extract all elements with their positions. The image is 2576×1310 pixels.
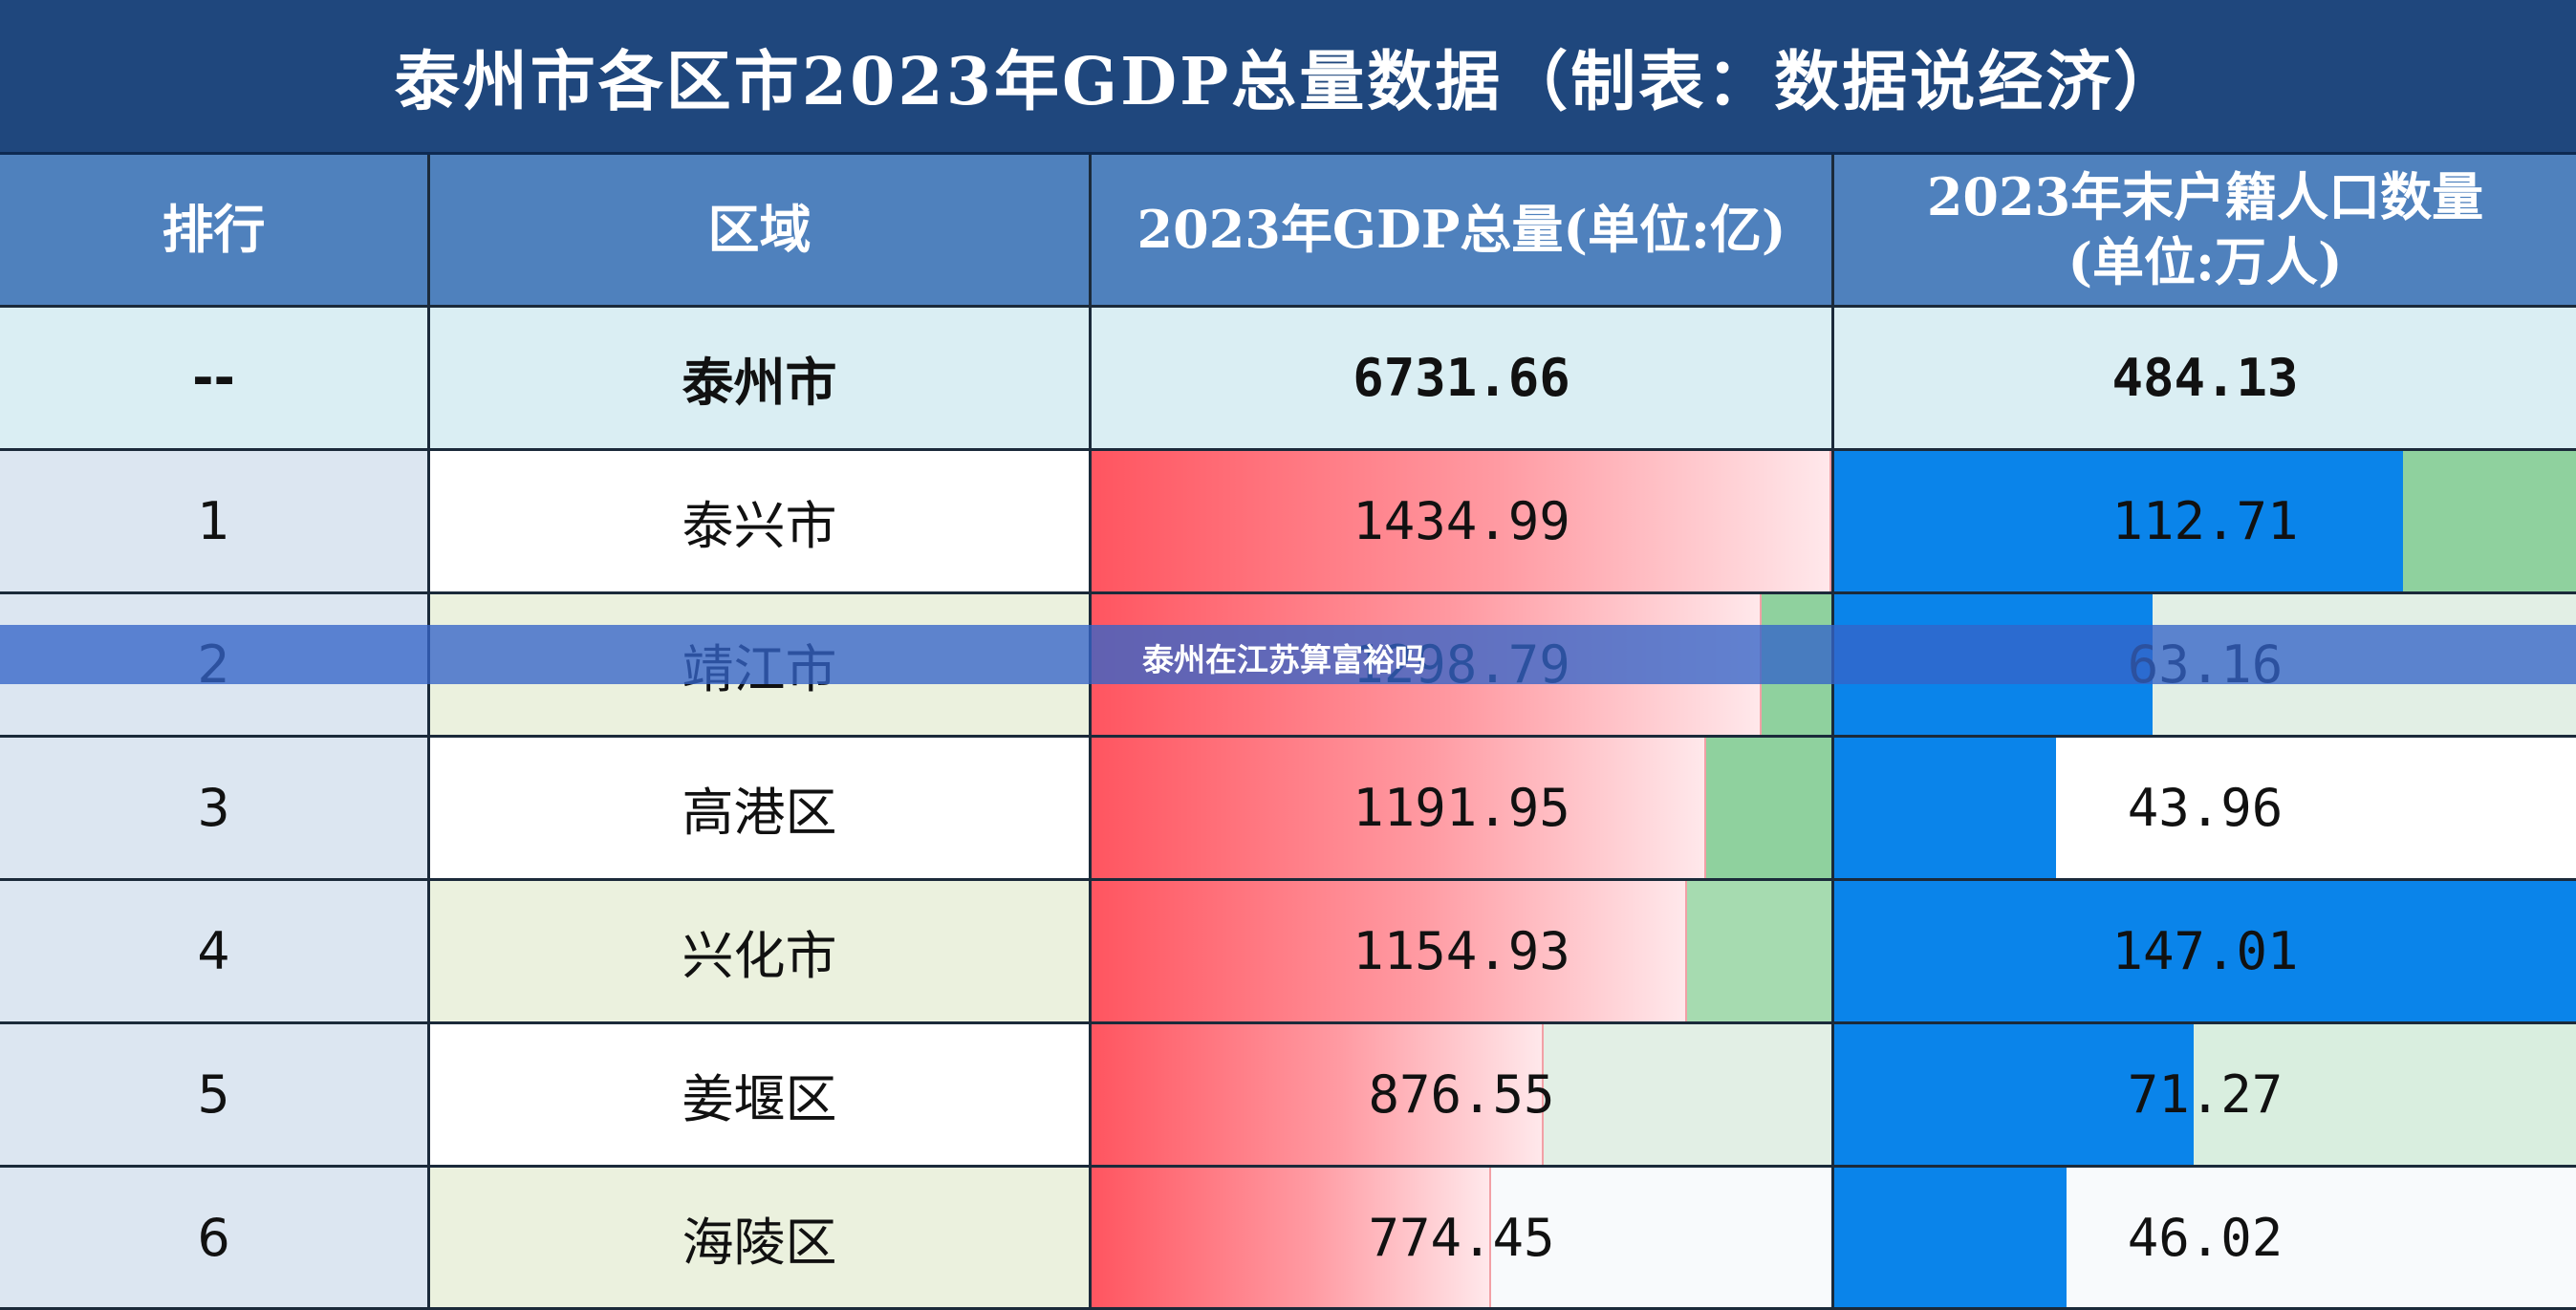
region-cell: 泰兴市: [430, 451, 1092, 594]
gdp-value: 876.55: [1368, 1064, 1555, 1125]
gdp-cell: 876.55: [1092, 1024, 1834, 1168]
region-cell: 高港区: [430, 738, 1092, 881]
total-rank-text: --: [192, 348, 235, 408]
total-population-text: 484.13: [2111, 348, 2299, 408]
caption-overlay: 泰州在江苏算富裕吗: [0, 625, 2576, 684]
table-title: 泰州市各区市2023年GDP总量数据（制表：数据说经济）: [0, 0, 2576, 155]
gdp-value: 1434.99: [1353, 491, 1570, 551]
population-bar: [1834, 881, 2576, 1021]
population-cell: 71.27: [1834, 1024, 2576, 1168]
region-cell: 海陵区: [430, 1168, 1092, 1310]
gdp-bar: [1092, 738, 1706, 878]
rank-label: 1: [197, 491, 230, 551]
region-label: 泰兴市: [682, 496, 837, 556]
region-label: 姜堰区: [682, 1069, 837, 1129]
rank-cell: 1: [0, 451, 430, 594]
region-label: 高港区: [682, 783, 837, 843]
table-title-text: 泰州市各区市2023年GDP总量数据（制表：数据说经济）: [394, 44, 2182, 120]
total-row-rank: --: [0, 308, 430, 451]
population-value: 71.27: [2127, 1064, 2284, 1125]
region-label: 海陵区: [682, 1212, 837, 1273]
rank-label: 4: [197, 921, 230, 981]
rank-cell: 6: [0, 1168, 430, 1310]
header-rank: 排行: [0, 155, 430, 308]
population-value: 46.02: [2127, 1207, 2284, 1268]
gdp-value: 774.45: [1368, 1207, 1555, 1268]
gdp-cell: 1434.99: [1092, 451, 1834, 594]
gdp-bar: [1092, 1024, 1544, 1165]
total-row-region: 泰州市: [430, 308, 1092, 451]
total-row-population: 484.13: [1834, 308, 2576, 451]
rank-cell: 5: [0, 1024, 430, 1168]
overlay-text: 泰州在江苏算富裕吗: [1142, 641, 1426, 678]
rank-cell: 3: [0, 738, 430, 881]
header-population-line2: (单位:万人): [2067, 230, 2343, 292]
population-value: 43.96: [2127, 778, 2284, 838]
population-cell: 112.71: [1834, 451, 2576, 594]
region-label: 兴化市: [682, 926, 837, 986]
population-value: 147.01: [2111, 921, 2299, 981]
population-value: 112.71: [2111, 491, 2299, 551]
total-row-gdp: 6731.66: [1092, 308, 1834, 451]
region-cell: 姜堰区: [430, 1024, 1092, 1168]
header-gdp-label: 2023年GDP总量(单位:亿): [1136, 198, 1786, 260]
gdp-bar: [1092, 881, 1687, 1021]
gdp-cell: 1191.95: [1092, 738, 1834, 881]
gdp-value: 1154.93: [1353, 921, 1570, 981]
total-region-text: 泰州市: [682, 352, 837, 413]
header-population: 2023年末户籍人口数量 (单位:万人): [1834, 155, 2576, 308]
header-region: 区域: [430, 155, 1092, 308]
population-cell: 43.96: [1834, 738, 2576, 881]
header-gdp: 2023年GDP总量(单位:亿): [1092, 155, 1834, 308]
population-bar: [1834, 1168, 2067, 1307]
rank-label: 6: [197, 1207, 230, 1268]
population-cell: 147.01: [1834, 881, 2576, 1024]
rank-label: 5: [197, 1064, 230, 1125]
total-gdp-text: 6731.66: [1353, 348, 1570, 408]
rank-cell: 4: [0, 881, 430, 1024]
header-population-line1: 2023年末户籍人口数量: [1926, 166, 2484, 227]
population-bar: [1834, 1024, 2195, 1165]
gdp-cell: 1154.93: [1092, 881, 1834, 1024]
population-bar: [1834, 738, 2057, 878]
header-region-label: 区域: [707, 198, 812, 260]
population-cell: 46.02: [1834, 1168, 2576, 1310]
population-bar: [1834, 451, 2403, 591]
header-rank-label: 排行: [162, 198, 266, 260]
gdp-bar: [1092, 1168, 1491, 1307]
gdp-bar: [1092, 451, 1831, 591]
rank-label: 3: [197, 778, 230, 838]
gdp-value: 1191.95: [1353, 778, 1570, 838]
region-cell: 兴化市: [430, 881, 1092, 1024]
gdp-cell: 774.45: [1092, 1168, 1834, 1310]
